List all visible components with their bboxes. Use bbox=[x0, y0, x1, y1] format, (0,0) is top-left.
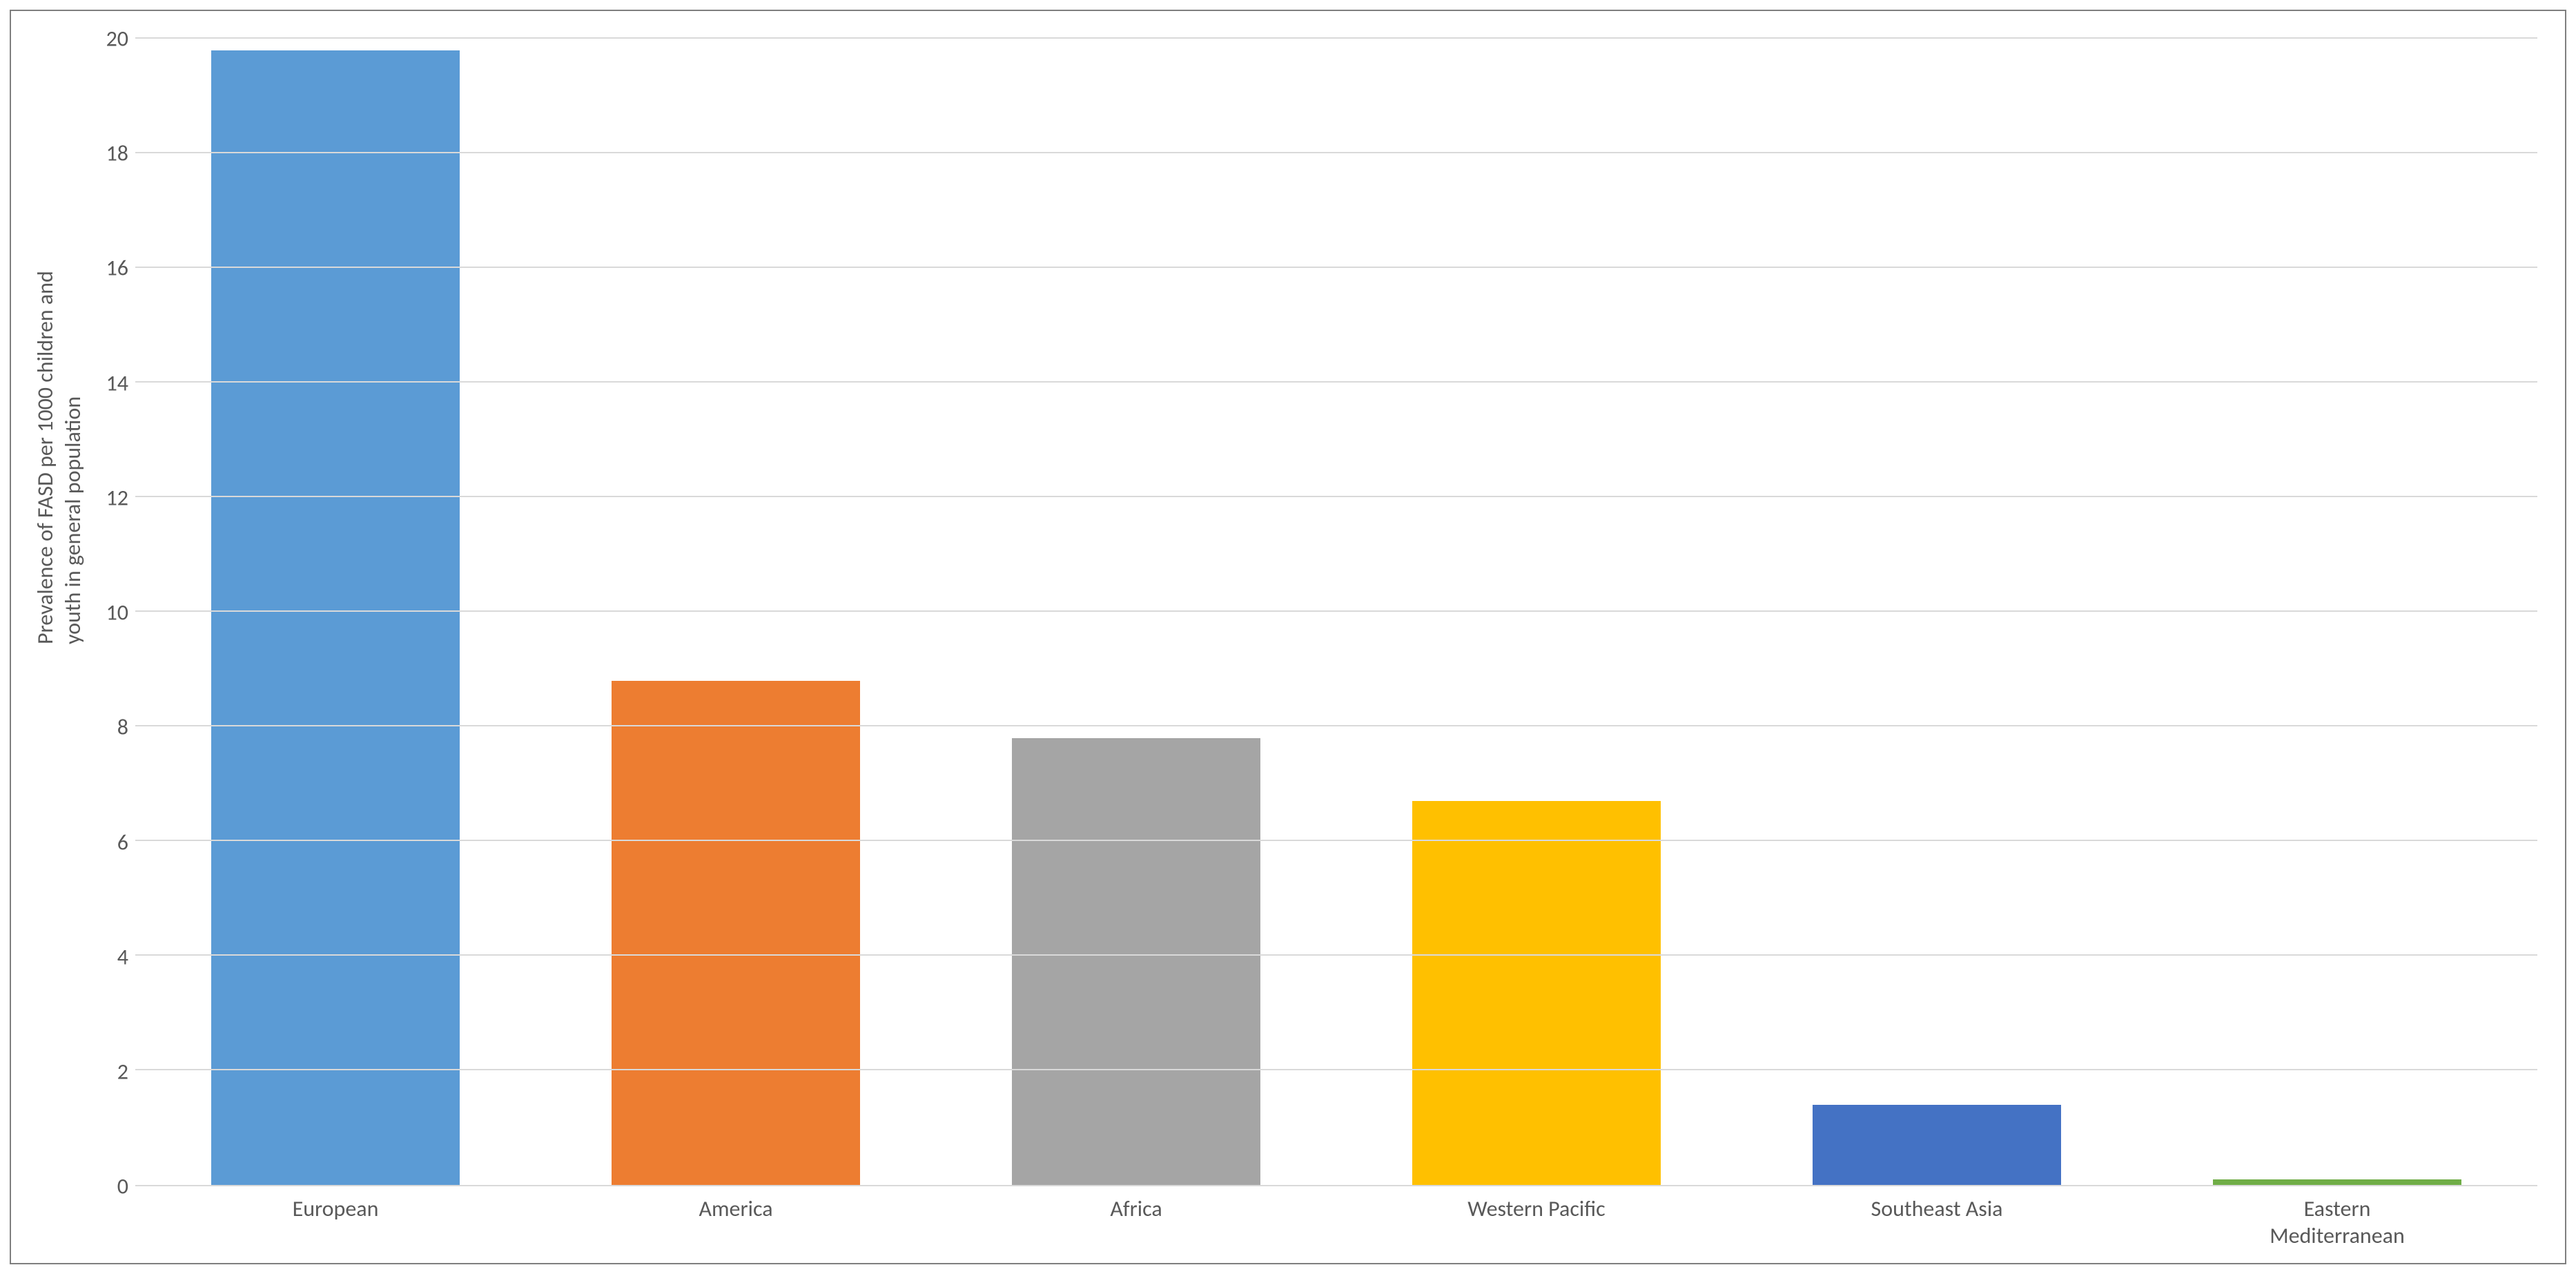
chart-frame: Prevalence of FASD per 1000 children and… bbox=[10, 10, 2566, 1264]
y-tick-label: 8 bbox=[80, 714, 128, 741]
y-tick-label: 16 bbox=[80, 255, 128, 282]
gridline bbox=[135, 381, 2537, 383]
y-axis-label-wrap: Prevalence of FASD per 1000 children and… bbox=[39, 39, 80, 1249]
bar-slot bbox=[936, 39, 1336, 1185]
y-tick-label: 18 bbox=[80, 140, 128, 167]
x-tick-label: European bbox=[135, 1186, 536, 1249]
bar-slot bbox=[536, 39, 936, 1185]
x-tick-label: Africa bbox=[936, 1186, 1336, 1249]
gridline bbox=[135, 152, 2537, 153]
y-tick-label: 0 bbox=[80, 1173, 128, 1200]
bar bbox=[2213, 1179, 2461, 1185]
bar-slot bbox=[135, 39, 536, 1185]
plot-area bbox=[135, 39, 2537, 1186]
gridline bbox=[135, 610, 2537, 612]
y-tick-label: 20 bbox=[80, 26, 128, 52]
bar bbox=[211, 50, 460, 1186]
bar-slot bbox=[1737, 39, 2137, 1185]
y-axis-ticks: 02468101214161820 bbox=[80, 39, 135, 1186]
y-tick-label: 10 bbox=[80, 599, 128, 626]
gridline bbox=[135, 267, 2537, 268]
gridline bbox=[135, 954, 2537, 956]
y-tick-label: 2 bbox=[80, 1059, 128, 1085]
bar bbox=[612, 681, 860, 1185]
gridline bbox=[135, 840, 2537, 841]
x-axis-labels: EuropeanAmericaAfricaWestern PacificSout… bbox=[135, 1186, 2537, 1249]
y-tick-label: 6 bbox=[80, 829, 128, 856]
x-tick-label: Southeast Asia bbox=[1737, 1186, 2137, 1249]
x-tick-label: America bbox=[536, 1186, 936, 1249]
gridline bbox=[135, 37, 2537, 39]
gridline bbox=[135, 725, 2537, 726]
gridline bbox=[135, 1069, 2537, 1070]
bar bbox=[1813, 1105, 2061, 1185]
x-axis-row: EuropeanAmericaAfricaWestern PacificSout… bbox=[80, 1186, 2537, 1249]
plot-row: 02468101214161820 bbox=[80, 39, 2537, 1186]
bars-layer bbox=[135, 39, 2537, 1185]
y-tick-label: 12 bbox=[80, 484, 128, 511]
bar-slot bbox=[2137, 39, 2537, 1185]
bar bbox=[1412, 801, 1661, 1185]
chart-outer: Prevalence of FASD per 1000 children and… bbox=[0, 0, 2576, 1274]
bar-slot bbox=[1336, 39, 1737, 1185]
x-tick-label: EasternMediterranean bbox=[2137, 1186, 2537, 1249]
x-tick-label: Western Pacific bbox=[1336, 1186, 1737, 1249]
gridline bbox=[135, 496, 2537, 497]
bar bbox=[1012, 738, 1260, 1185]
chart-column: 02468101214161820 EuropeanAmericaAfricaW… bbox=[80, 39, 2537, 1249]
y-tick-label: 4 bbox=[80, 943, 128, 970]
y-tick-label: 14 bbox=[80, 369, 128, 396]
